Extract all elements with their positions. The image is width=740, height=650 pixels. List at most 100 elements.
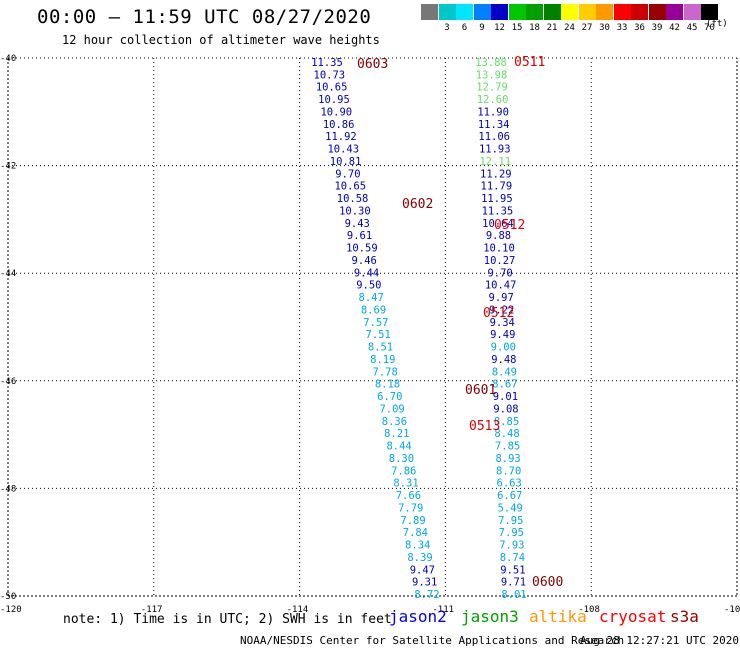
lon-tick-label: -114 bbox=[287, 605, 309, 615]
wave-height-value: 9.49 bbox=[490, 329, 515, 341]
wave-height-value: 11.34 bbox=[478, 119, 510, 131]
wave-height-value: 9.50 bbox=[356, 280, 381, 292]
wave-height-value: 10.86 bbox=[323, 119, 355, 131]
wave-height-value: 8.01 bbox=[501, 589, 526, 601]
color-swatch-label: 15 bbox=[511, 23, 523, 33]
pass-time-label: 0511 bbox=[514, 55, 545, 70]
wave-height-value: 9.08 bbox=[493, 403, 518, 415]
wave-height-value: 8.67 bbox=[492, 379, 517, 391]
wave-height-value: 9.70 bbox=[487, 267, 512, 279]
wave-height-value: 10.27 bbox=[484, 255, 516, 267]
color-swatch-label: 36 bbox=[634, 23, 645, 33]
color-swatch bbox=[666, 4, 683, 20]
lat-tick-label: -40 bbox=[0, 54, 16, 64]
color-swatch-label: 18 bbox=[529, 23, 540, 33]
page-subtitle: 12 hour collection of altimeter wave hei… bbox=[62, 33, 380, 47]
color-swatch-label: 42 bbox=[669, 23, 680, 33]
pass-time-label: 0512 bbox=[494, 218, 525, 233]
wave-height-value: 7.66 bbox=[396, 490, 421, 502]
pass-time-label: 0601 bbox=[465, 383, 496, 398]
wave-height-value: 9.46 bbox=[352, 255, 377, 267]
wave-height-value: 12.11 bbox=[479, 156, 511, 168]
wave-height-value: 7.93 bbox=[499, 540, 524, 552]
wave-height-value: 5.49 bbox=[498, 502, 523, 514]
color-swatch bbox=[683, 4, 701, 20]
page-title: 00:00 – 11:59 UTC 08/27/2020 bbox=[37, 6, 372, 28]
color-swatch-label: 39 bbox=[651, 23, 663, 33]
wave-height-value: 9.71 bbox=[501, 577, 526, 589]
wave-height-value: 8.44 bbox=[386, 441, 411, 453]
wave-height-value: 10.90 bbox=[320, 106, 352, 118]
wave-height-value: 10.64 bbox=[482, 218, 514, 230]
wave-height-value: 9.61 bbox=[347, 230, 372, 242]
color-swatch bbox=[491, 4, 508, 20]
wave-height-value: 8.93 bbox=[495, 453, 520, 465]
color-swatch bbox=[508, 4, 526, 20]
pass-time-label: 0603 bbox=[357, 57, 388, 72]
wave-height-value: 10.65 bbox=[316, 82, 348, 94]
wave-height-value: 7.51 bbox=[366, 329, 391, 341]
wave-height-value: 7.84 bbox=[403, 527, 428, 539]
wave-height-value: 9.51 bbox=[500, 564, 525, 576]
satellite-track-east: 13.8813.9812.7912.6011.9011.3411.0611.93… bbox=[475, 57, 526, 601]
lat-tick-label: -48 bbox=[0, 484, 16, 494]
wave-height-value: 7.09 bbox=[379, 403, 404, 415]
wave-height-value: 12.79 bbox=[476, 82, 508, 94]
wave-height-value: 7.78 bbox=[372, 366, 397, 378]
wave-height-value: 11.35 bbox=[482, 205, 514, 217]
legend-item-s3a: s3a bbox=[670, 607, 699, 626]
color-swatch-label: 45 bbox=[686, 23, 698, 33]
wave-height-value: 10.65 bbox=[334, 181, 366, 193]
legend-item-altika: altika bbox=[529, 607, 587, 626]
wave-height-value: 11.93 bbox=[479, 144, 511, 156]
color-swatch-label: 6 bbox=[461, 23, 468, 33]
wave-height-value: 8.85 bbox=[494, 416, 519, 428]
wave-height-value: 7.89 bbox=[400, 515, 425, 527]
wave-height-value: 13.98 bbox=[476, 69, 508, 81]
wave-height-value: 9.70 bbox=[335, 168, 360, 180]
color-swatch-label: 12 bbox=[494, 23, 505, 33]
map-axis-labels: -40 -42 -44 -46 -48 -50 -120 -117 -114 -111 -108 -1… bbox=[0, 54, 740, 615]
wave-height-value: 8.36 bbox=[382, 416, 407, 428]
color-swatch bbox=[613, 4, 631, 20]
wave-height-value: 11.90 bbox=[477, 106, 509, 118]
color-swatch-label: 3 bbox=[444, 23, 450, 33]
wave-height-value: 8.72 bbox=[414, 589, 439, 601]
lat-tick-label: -46 bbox=[0, 377, 16, 387]
lon-tick-label: -108 bbox=[578, 605, 600, 615]
lon-tick-label: -10 bbox=[724, 605, 740, 615]
wave-height-value: 11.92 bbox=[325, 131, 357, 143]
pass-time-label: 0602 bbox=[402, 197, 433, 212]
legend-item-cryosat: cryosat bbox=[599, 607, 667, 626]
map-grid bbox=[7, 57, 738, 597]
color-swatch bbox=[631, 4, 648, 20]
wave-height-value: 8.48 bbox=[494, 428, 519, 440]
wave-height-value: 8.70 bbox=[496, 465, 521, 477]
footer-credit: NOAA/NESDIS Center for Satellite Applica… bbox=[240, 634, 625, 647]
satellite-track-west: 11.3510.7310.6510.9510.9010.8611.9210.43… bbox=[311, 57, 439, 601]
footer-note: note: 1) Time is in UTC; 2) SWH is in fe… bbox=[63, 612, 392, 627]
wave-height-value: 10.95 bbox=[318, 94, 350, 106]
wave-height-value: 8.47 bbox=[359, 292, 384, 304]
wave-height-value: 8.49 bbox=[492, 366, 517, 378]
lat-tick-label: -44 bbox=[0, 269, 16, 279]
color-swatch-label: 27 bbox=[581, 23, 593, 33]
pass-time-label: 0600 bbox=[532, 575, 563, 590]
wave-height-value: 10.59 bbox=[346, 243, 378, 255]
wave-height-value: 11.95 bbox=[481, 193, 513, 205]
color-swatch bbox=[421, 4, 438, 20]
color-swatch-label: 21 bbox=[546, 23, 558, 33]
color-swatch bbox=[701, 4, 718, 20]
wave-height-value: 9.31 bbox=[412, 577, 437, 589]
lon-tick-label: -120 bbox=[0, 605, 22, 615]
wave-height-value: 10.47 bbox=[485, 280, 517, 292]
wave-height-value: 7.86 bbox=[391, 465, 416, 477]
lat-tick-label: -50 bbox=[0, 592, 16, 602]
wave-height-value: 9.97 bbox=[489, 292, 514, 304]
lon-tick-label: -117 bbox=[141, 605, 163, 615]
color-swatch bbox=[596, 4, 613, 20]
wave-height-value: 10.73 bbox=[314, 69, 346, 81]
legend-item-jason2: jason2 bbox=[389, 607, 447, 626]
color-swatch-label: 70 bbox=[704, 23, 715, 33]
